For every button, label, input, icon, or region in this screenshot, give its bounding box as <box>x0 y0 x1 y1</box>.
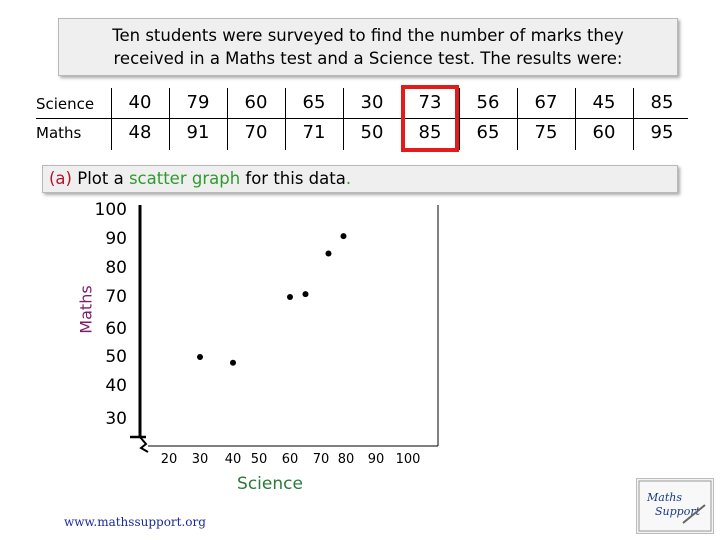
maths-value: 50 <box>360 122 384 143</box>
maths-row-label: Maths <box>36 124 82 142</box>
table-col-divider <box>227 88 228 150</box>
data-point <box>325 250 332 257</box>
x-tick-label: 70 <box>312 452 330 467</box>
intro-line-2: received in a Maths test and a Science t… <box>113 49 623 68</box>
science-value: 85 <box>650 92 674 113</box>
question-box: (a) Plot a scatter graph for this data. <box>42 165 678 193</box>
highlight-box <box>401 85 459 152</box>
maths-value: 60 <box>592 122 616 143</box>
y-axis-label: Maths <box>76 285 96 334</box>
y-tick-label: 30 <box>105 409 127 429</box>
y-tick-label: 80 <box>105 258 127 278</box>
source-link[interactable]: www.mathssupport.org <box>64 515 206 529</box>
y-tick-label: 90 <box>105 229 127 249</box>
table-row-divider <box>36 118 688 119</box>
question-text-end: for this data <box>240 169 346 188</box>
y-tick-label: 70 <box>105 287 127 307</box>
maths-value: 85 <box>418 122 442 143</box>
points-layer <box>197 233 347 366</box>
science-value: 67 <box>534 92 558 113</box>
logo-text-1: Maths <box>646 491 682 504</box>
y-tick-label: 100 <box>94 200 127 220</box>
data-point <box>230 359 236 366</box>
x-tick-label: 90 <box>367 452 385 467</box>
table-col-divider <box>633 88 634 150</box>
science-value: 60 <box>244 92 268 113</box>
maths-value: 71 <box>302 122 326 143</box>
science-value: 56 <box>476 92 500 113</box>
x-axis-label: Science <box>237 474 303 494</box>
question-term: scatter graph <box>128 169 241 188</box>
maths-value: 95 <box>650 122 674 143</box>
x-tick-label: 50 <box>250 452 268 467</box>
science-value: 45 <box>592 92 616 113</box>
maths-value: 65 <box>476 122 500 143</box>
x-tick-label: 80 <box>337 452 355 467</box>
y-tick-label: 50 <box>105 347 127 367</box>
table-col-divider <box>517 88 518 150</box>
science-value: 40 <box>128 92 152 113</box>
science-value: 73 <box>418 92 442 113</box>
maths-value: 91 <box>186 122 210 143</box>
table-col-divider <box>343 88 344 150</box>
question-text: Plot a <box>72 169 129 188</box>
data-point <box>340 233 347 240</box>
maths-value: 75 <box>534 122 558 143</box>
question-part: (a) <box>49 169 72 188</box>
intro-line-1: Ten students were surveyed to find the n… <box>112 26 624 45</box>
table-col-divider <box>575 88 576 150</box>
science-value: 65 <box>302 92 326 113</box>
question-period: . <box>345 169 352 188</box>
x-tick-label: 100 <box>395 452 421 467</box>
maths-support-logo: Maths Support <box>636 478 714 534</box>
maths-value: 70 <box>244 122 268 143</box>
intro-box: Ten students were surveyed to find the n… <box>58 18 678 76</box>
table-col-divider <box>169 88 170 150</box>
x-tick-label: 60 <box>281 452 299 467</box>
data-point <box>197 354 203 360</box>
y-tick-label: 60 <box>105 319 127 339</box>
table-col-divider <box>285 88 286 150</box>
x-tick-label: 40 <box>224 452 242 467</box>
axis-break-icon <box>139 436 149 453</box>
science-row-label: Science <box>36 95 95 113</box>
science-value: 79 <box>186 92 210 113</box>
y-tick-label: 40 <box>105 376 127 396</box>
maths-value: 48 <box>128 122 152 143</box>
science-value: 30 <box>360 92 384 113</box>
data-point <box>287 294 293 300</box>
x-tick-label: 20 <box>160 452 178 467</box>
table-col-divider <box>459 88 460 150</box>
logo-text-2: Support <box>655 505 701 518</box>
x-tick-label: 30 <box>191 452 209 467</box>
logo-icon: Maths Support <box>638 480 712 532</box>
data-point <box>302 291 309 298</box>
table-col-divider <box>111 88 112 150</box>
